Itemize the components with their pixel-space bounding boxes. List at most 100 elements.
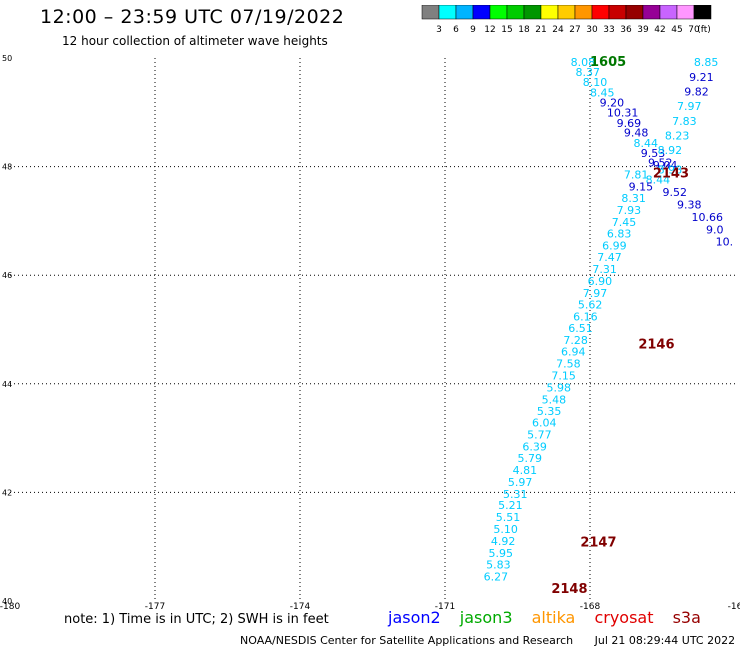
swh-value: 9.52: [648, 157, 673, 170]
swh-value: 6.27: [484, 570, 509, 583]
scale-label: 12: [484, 25, 495, 35]
swh-value: 6.04: [532, 417, 557, 430]
swh-value: 9.53: [641, 147, 666, 160]
scale-label: 39: [637, 25, 649, 35]
swh-value: 8.31: [621, 192, 646, 205]
swh-value: 5.48: [542, 393, 567, 406]
swh-value: 5.83: [486, 558, 511, 571]
swh-value: 8.44: [646, 173, 671, 186]
scale-label: 36: [620, 25, 632, 35]
scale-label: 27: [569, 25, 580, 35]
swh-value: 4.92: [491, 535, 515, 548]
scale-label: 15: [501, 25, 512, 35]
swh-value: 6.90: [588, 275, 613, 288]
swh-value: 8.44: [634, 137, 659, 150]
legend-cryosat: cryosat: [594, 608, 654, 627]
scale-label: 33: [603, 25, 614, 35]
legend-jason2: jason2: [388, 608, 441, 627]
footer: NOAA/NESDIS Center for Satellite Applica…: [240, 634, 735, 647]
map-subtitle: 12 hour collection of altimeter wave hei…: [62, 34, 328, 48]
swh-value: 5.35: [537, 405, 562, 418]
color-scale-bar: 3 6 9 12 15 18 21 24 27 30 33 36 39 42 45 70(ft): [421, 5, 712, 35]
swh-value: 7.81: [624, 169, 649, 182]
swh-value: 8.10: [583, 76, 608, 89]
altimeter-map: -180 -177 -174 -171 -168 -165048464442408.088…: [0, 54, 740, 610]
scale-label: 70: [688, 25, 700, 35]
map-title: 12:00 – 23:59 UTC 07/19/2022: [40, 6, 345, 28]
track-time-label: 2146: [638, 338, 674, 353]
swh-value: 5.10: [493, 523, 518, 536]
swh-value: 7.83: [672, 115, 697, 128]
lon-tick-label: -174: [290, 602, 311, 610]
swh-value: 8.85: [694, 56, 719, 69]
swh-value: 6.51: [568, 322, 593, 335]
lat-tick-label: 46: [2, 271, 12, 280]
track-time-label: 2148: [551, 582, 587, 597]
swh-value: 5.98: [547, 381, 572, 394]
track-time-label: 2147: [580, 536, 616, 551]
swh-value: 8.23: [665, 129, 690, 142]
swh-value: 5.77: [527, 429, 552, 442]
swh-value: 7.15: [551, 369, 576, 382]
swh-value: 5.21: [498, 499, 522, 512]
lat-tick-label: 50: [2, 54, 12, 63]
lon-tick-label: -168: [580, 602, 601, 610]
satellite-legend: jason2 jason3 altika cryosat s3a: [388, 608, 715, 627]
lon-tick-label: -180: [0, 602, 20, 610]
scale-label: 18: [518, 25, 530, 35]
legend-s3a: s3a: [672, 608, 701, 627]
swh-value: 9.69: [617, 117, 642, 130]
lat-tick-label: 44: [2, 380, 12, 389]
scale-label: 3: [436, 25, 442, 35]
lon-tick-label: -171: [435, 602, 455, 610]
swh-value: 9.04: [653, 159, 678, 172]
swh-value: 9.21: [689, 71, 714, 84]
lon-tick-label: -16: [728, 602, 740, 610]
swh-value: 5.97: [508, 476, 533, 489]
swh-value: 9.48: [624, 127, 649, 140]
swh-value: 10.31: [607, 107, 639, 120]
swh-value: 5.51: [496, 511, 521, 524]
note-text: note: 1) Time is in UTC; 2) SWH is in fe…: [64, 612, 329, 627]
scale-unit: (ft): [697, 25, 711, 35]
swh-value: 9.38: [677, 198, 702, 211]
swh-value: 9.20: [600, 96, 625, 109]
swh-value: 8.37: [576, 66, 601, 79]
swh-value: 5.62: [578, 298, 603, 311]
track-time-label: 2143: [653, 166, 689, 181]
swh-value: 8.45: [590, 87, 615, 100]
legend-jason3: jason3: [459, 608, 513, 627]
swh-value: 9.0: [706, 223, 724, 236]
swh-value: 5.79: [518, 452, 543, 465]
lon-tick-label: -177: [145, 602, 165, 610]
legend-altika: altika: [531, 608, 576, 627]
swh-value: 6.16: [573, 310, 598, 323]
swh-value: 7.47: [597, 251, 622, 264]
swh-value: 6.99: [602, 240, 627, 253]
swh-value: 9.52: [663, 186, 688, 199]
swh-value: 9.82: [684, 85, 709, 98]
scale-label: 45: [671, 25, 682, 35]
swh-value: 6.39: [522, 441, 547, 454]
scale-swatch: [693, 5, 712, 20]
footer-credit: NOAA/NESDIS Center for Satellite Applica…: [240, 634, 574, 647]
swh-value: 7.28: [563, 334, 588, 347]
scale-label: 6: [453, 25, 459, 35]
lat-tick-label: 40: [2, 597, 12, 606]
swh-value: 4.81: [513, 464, 538, 477]
swh-value: 8.92: [658, 144, 683, 157]
swh-value: 8.08: [571, 56, 596, 69]
swh-value: 10.: [716, 235, 734, 248]
lat-tick-label: 48: [2, 163, 12, 172]
swh-value: 7.58: [556, 358, 581, 371]
lat-tick-label: 42: [2, 488, 12, 497]
swh-value: 10.66: [692, 211, 724, 224]
swh-value: 7.31: [592, 263, 617, 276]
swh-value: 7.97: [677, 100, 702, 113]
swh-value: 6.94: [561, 346, 586, 359]
swh-value: 5.95: [489, 547, 514, 560]
scale-label: 21: [535, 25, 546, 35]
swh-value: 7.97: [583, 287, 608, 300]
swh-value: 7.93: [617, 204, 642, 217]
scale-label: 9: [470, 25, 476, 35]
